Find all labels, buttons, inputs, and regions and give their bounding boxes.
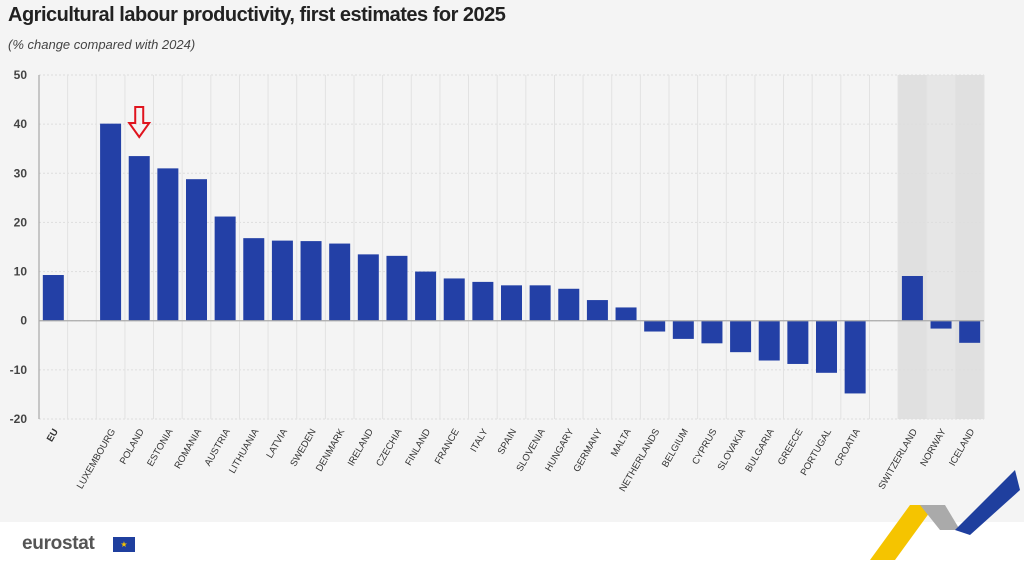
red-arrow-icon	[127, 106, 152, 139]
bar-finland	[415, 271, 437, 321]
y-tick-label: -10	[10, 363, 28, 377]
bar-lithuania	[243, 238, 265, 321]
x-tick-label: BELGIUM	[660, 427, 691, 470]
x-tick-label: MALTA	[609, 426, 634, 458]
shaded-region	[926, 75, 956, 419]
x-tick-label: SWEDEN	[288, 427, 318, 469]
bar-croatia	[844, 320, 866, 394]
x-tick-label: IRELAND	[346, 427, 376, 468]
bar-norway	[930, 320, 952, 329]
x-tick-label: ICELAND	[947, 427, 977, 468]
x-tick-label: CROATIA	[832, 426, 863, 468]
bar-netherlands	[644, 320, 666, 332]
bar-spain	[501, 285, 522, 321]
x-tick-label: EU	[45, 427, 61, 444]
chart-subtitle: (% change compared with 2024)	[8, 37, 196, 52]
bar-slovenia	[529, 285, 551, 321]
bar-luxembourg	[100, 123, 122, 321]
bar-greece	[787, 320, 809, 364]
x-tick-label: FRANCE	[433, 427, 462, 466]
bar-bulgaria	[758, 320, 780, 361]
bar-italy	[472, 281, 494, 321]
bar-latvia	[271, 240, 293, 321]
y-tick-label: 20	[14, 215, 28, 229]
chart-title: Agricultural labour productivity, first …	[8, 4, 506, 26]
x-tick-label: GERMANY	[571, 426, 605, 474]
shaded-region	[955, 75, 984, 419]
y-tick-label: 10	[14, 265, 28, 279]
bar-germany	[586, 300, 608, 321]
bar-czechia	[386, 255, 408, 321]
x-tick-label: NORWAY	[918, 426, 949, 468]
y-tick-label: 30	[14, 166, 28, 180]
bar-france	[443, 278, 465, 321]
x-tick-label: ESTONIA	[145, 426, 176, 468]
bar-sweden	[300, 241, 322, 321]
x-tick-label: AUSTRIA	[203, 426, 233, 468]
bar-slovakia	[730, 320, 752, 353]
x-tick-label: CZECHIA	[374, 426, 405, 468]
footer	[0, 522, 1024, 564]
x-tick-label: SLOVAKIA	[716, 426, 749, 472]
bar-estonia	[157, 168, 179, 321]
bar-eu	[42, 275, 64, 321]
bar-malta	[615, 307, 637, 321]
bar-romania	[186, 179, 207, 321]
x-tick-label: BULGARIA	[743, 426, 777, 474]
eurostat-logo: eurostat	[22, 533, 95, 554]
bar-chart: 50 40 30 20 10 0 -10 -20 EU LUXEMBOURG POLANDESTON…	[10, 68, 985, 494]
x-tick-label: LATVIA	[264, 426, 290, 460]
y-tick-label: -20	[10, 412, 28, 426]
eu-flag-icon: ★	[113, 537, 135, 552]
bar-iceland	[959, 320, 981, 343]
x-tick-label: FINLAND	[403, 427, 433, 468]
eurostat-decoration-icon	[870, 470, 1020, 560]
x-tick-label: LITHUANIA	[227, 426, 262, 475]
x-tick-label: ROMANIA	[172, 426, 204, 470]
x-tick-label: GREECE	[776, 427, 806, 467]
x-tick-label: LUXEMBOURG	[75, 427, 118, 491]
bar-poland	[128, 156, 150, 321]
y-tick-label: 40	[14, 117, 28, 131]
y-tick-label: 0	[20, 314, 27, 328]
bar-ireland	[357, 254, 379, 321]
bar-belgium	[672, 320, 694, 339]
x-tick-label: DENMARK	[314, 426, 348, 473]
bar-hungary	[558, 288, 580, 321]
bar-switzerland	[901, 275, 923, 321]
x-tick-label: SPAIN	[496, 427, 519, 457]
bar-portugal	[816, 320, 837, 373]
x-tick-label: ITALY	[468, 426, 490, 454]
x-tick-label: CYPRUS	[690, 427, 719, 467]
x-tick-label: POLAND	[118, 427, 147, 466]
bar-austria	[214, 216, 236, 321]
bar-cyprus	[701, 320, 723, 344]
y-tick-label: 50	[14, 68, 28, 82]
bar-denmark	[329, 243, 351, 321]
shaded-region	[898, 75, 927, 419]
